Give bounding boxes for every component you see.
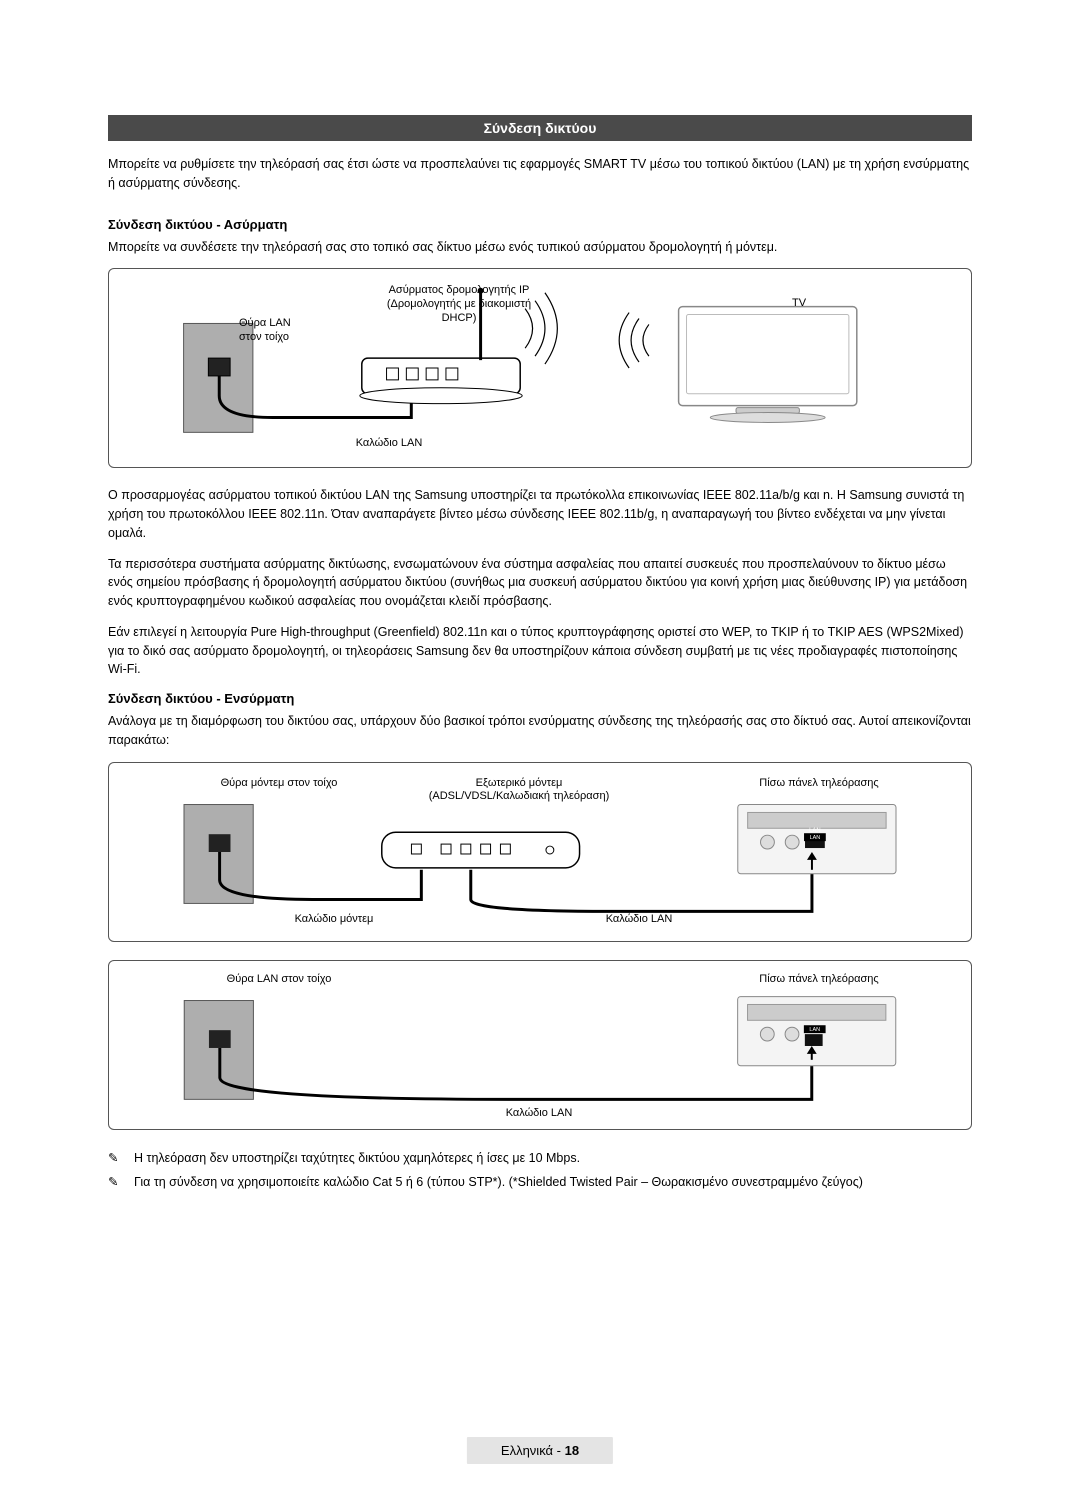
note-2: ✎ Για τη σύνδεση να χρησιμοποιείτε καλώδ…: [108, 1172, 972, 1192]
wired-diagram-direct: LAN Θύρα LAN στον τοίχο Πίσω πάνελ τηλεό…: [108, 960, 972, 1130]
wireless-diagram: Θύρα LANστον τοίχο Ασύρματος δρομολογητή…: [108, 268, 972, 468]
note-icon: ✎: [108, 1148, 126, 1168]
label-lan-cable-2: Καλώδιο LAN: [579, 913, 699, 927]
intro-paragraph: Μπορείτε να ρυθμίσετε την τηλεόρασή σας …: [108, 155, 972, 193]
note-icon: ✎: [108, 1172, 126, 1192]
footer-lang: Ελληνικά: [501, 1443, 553, 1458]
note-1-text: Η τηλεόραση δεν υποστηρίζει ταχύτητες δι…: [134, 1148, 580, 1168]
svg-text:LAN: LAN: [809, 1027, 820, 1033]
label-tv: TV: [779, 297, 819, 311]
notes-block: ✎ Η τηλεόραση δεν υποστηρίζει ταχύτητες …: [108, 1148, 972, 1192]
section-header: Σύνδεση δικτύου: [108, 115, 972, 141]
wireless-p3: Εάν επιλεγεί η λειτουργία Pure High-thro…: [108, 623, 972, 679]
label-external-modem: Εξωτερικό μόντεμ(ADSL/VDSL/Καλωδιακή τηλ…: [409, 777, 629, 805]
label-lan-cable: Καλώδιο LAN: [339, 437, 439, 451]
footer-page: 18: [565, 1443, 579, 1458]
svg-text:LAN: LAN: [810, 835, 821, 841]
note-1: ✎ Η τηλεόραση δεν υποστηρίζει ταχύτητες …: [108, 1148, 972, 1168]
note-2-text: Για τη σύνδεση να χρησιμοποιείτε καλώδιο…: [134, 1172, 863, 1192]
label-tv-back-1: Πίσω πάνελ τηλεόρασης: [739, 777, 899, 791]
wired-heading: Σύνδεση δικτύου - Ενσύρματη: [108, 691, 972, 706]
wireless-intro: Μπορείτε να συνδέσετε την τηλεόρασή σας …: [108, 238, 972, 257]
wireless-p2: Τα περισσότερα συστήματα ασύρματης δικτύ…: [108, 555, 972, 611]
page-footer: Ελληνικά - 18: [467, 1437, 613, 1464]
wired-diagram-modem: LAN LAN Θύρα μόντεμ στον τοίχο Εξωτερικό…: [108, 762, 972, 942]
label-wall-modem-port: Θύρα μόντεμ στον τοίχο: [199, 777, 359, 791]
wired-intro: Ανάλογα με τη διαμόρφωση του δικτύου σας…: [108, 712, 972, 750]
label-lan-port: Θύρα LANστον τοίχο: [239, 317, 329, 345]
wireless-p1: Ο προσαρμογέας ασύρματου τοπικού δικτύου…: [108, 486, 972, 542]
label-lan-cable-3: Καλώδιο LAN: [479, 1107, 599, 1121]
label-wall-lan-port: Θύρα LAN στον τοίχο: [199, 973, 359, 987]
label-modem-cable: Καλώδιο μόντεμ: [274, 913, 394, 927]
label-router: Ασύρματος δρομολογητής IP(Δρομολογητής μ…: [359, 284, 559, 325]
section-title: Σύνδεση δικτύου: [484, 120, 597, 136]
label-tv-back-2: Πίσω πάνελ τηλεόρασης: [739, 973, 899, 987]
wireless-heading: Σύνδεση δικτύου - Ασύρματη: [108, 217, 972, 232]
footer-sep: -: [553, 1443, 565, 1458]
